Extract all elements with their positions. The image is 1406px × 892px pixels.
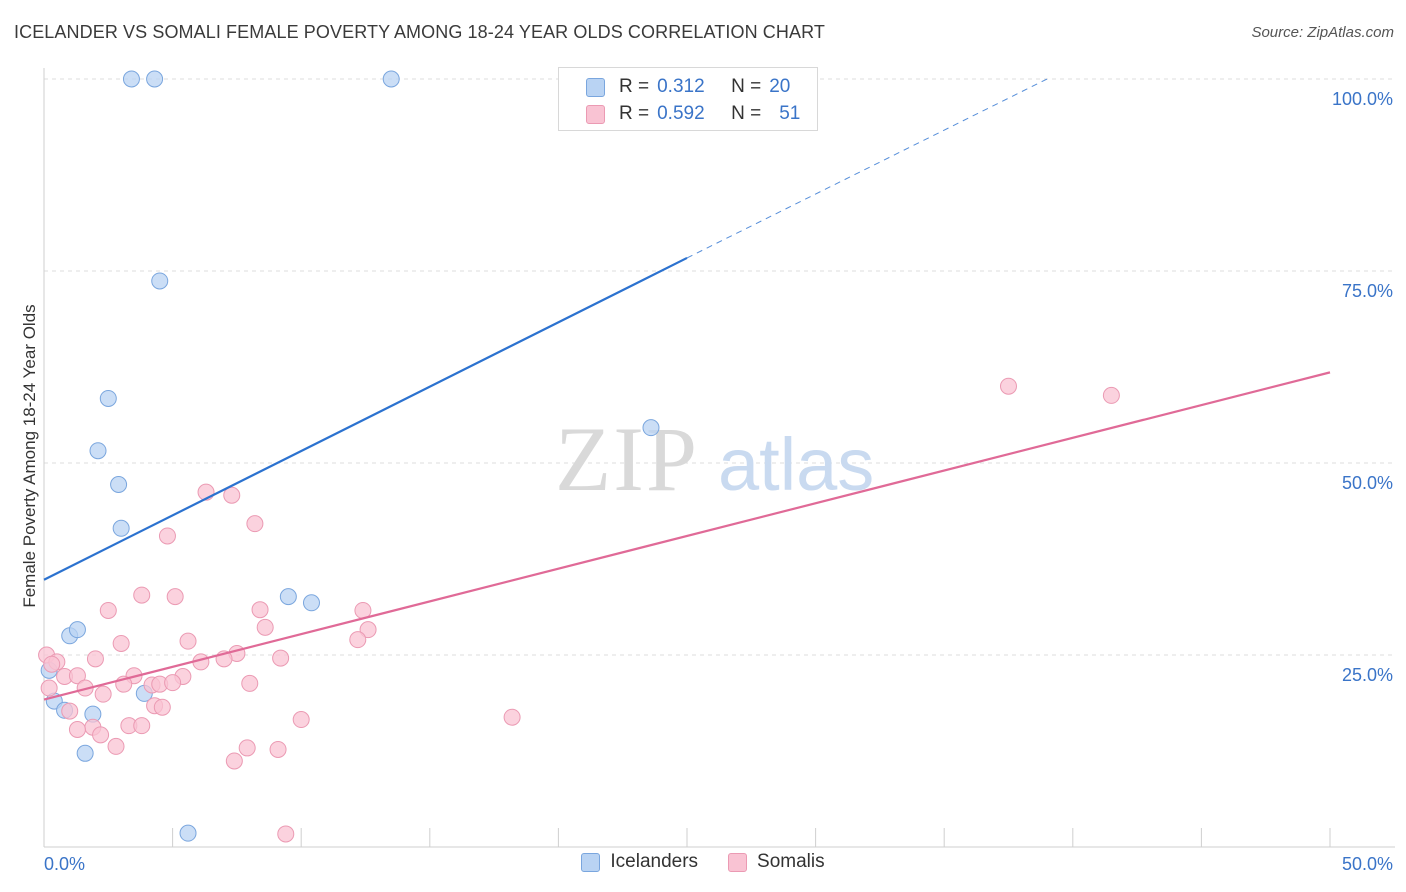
somali-point: [179, 632, 197, 650]
n-value: 51: [779, 103, 801, 124]
somali-point: [164, 674, 182, 692]
somali-point: [133, 586, 151, 604]
source-label: Source: ZipAtlas.com: [1251, 24, 1394, 41]
icelander-point: [179, 824, 197, 842]
somali-point: [272, 649, 290, 667]
icelander-point: [642, 419, 660, 437]
icelander-point: [89, 442, 107, 460]
legend-item-icelanders[interactable]: Icelanders: [581, 851, 698, 873]
somali-point: [359, 621, 377, 639]
somali-point: [43, 655, 61, 673]
somali-point: [40, 679, 58, 697]
icelander-point: [76, 744, 94, 762]
n-value: 20: [769, 76, 791, 97]
icelanders-swatch: [586, 77, 605, 97]
n-label: N =: [731, 103, 762, 124]
trend-lines: [43, 78, 1331, 701]
somali-point: [349, 631, 367, 649]
somali-point: [225, 752, 243, 770]
somali-point: [503, 708, 521, 726]
somali-point: [1102, 386, 1120, 404]
somali-point: [61, 702, 79, 720]
icelander-point: [122, 70, 140, 88]
somali-point: [158, 527, 176, 545]
legend-label-somalis: Somalis: [757, 851, 825, 872]
y-tick-label: 25.0%: [1342, 665, 1393, 685]
x-tick-label: 50.0%: [1342, 854, 1393, 874]
somali-point: [153, 698, 171, 716]
legend-label-icelanders: Icelanders: [610, 851, 699, 872]
somali-point: [269, 740, 287, 758]
somalis-swatch: [586, 104, 605, 124]
somali-point: [86, 650, 104, 668]
n-label: N =: [731, 76, 762, 97]
somali-point: [99, 601, 117, 619]
tick-labels: 25.0% 50.0% 75.0% 100.0% 0.0% 50.0%: [44, 89, 1393, 874]
somalis-swatch: [728, 852, 748, 872]
watermark-atlas: atlas: [718, 423, 874, 506]
icelander-point: [279, 588, 297, 606]
legend-row-somalis: R = 0.592 N = 51: [559, 101, 800, 127]
watermark-zip: ZIP: [555, 408, 699, 510]
somali-point: [68, 667, 86, 685]
correlation-legend: R = 0.312 N = 20 R = 0.592 N = 51: [558, 67, 818, 131]
icelander-point: [382, 70, 400, 88]
somali-point: [241, 674, 259, 692]
y-tick-label: 75.0%: [1342, 281, 1393, 301]
y-tick-label: 100.0%: [1332, 89, 1393, 109]
r-value: 0.592: [657, 103, 705, 124]
gridlines: [44, 78, 1395, 656]
somali-point: [246, 515, 264, 533]
somali-point: [251, 601, 269, 619]
icelanders-trend-extension: [686, 78, 1048, 259]
legend-item-somalis[interactable]: Somalis: [728, 851, 825, 873]
somali-point: [238, 739, 256, 757]
axes: [43, 68, 1395, 848]
somali-point: [1000, 377, 1017, 395]
icelander-point: [302, 594, 320, 612]
x-tick-label: 0.0%: [44, 854, 85, 874]
icelander-point: [99, 389, 117, 407]
watermark: ZIP atlas: [555, 408, 874, 510]
icelander-point: [151, 272, 169, 290]
somali-point: [277, 825, 295, 843]
icelanders-trend-line: [43, 256, 688, 581]
somali-point: [292, 711, 310, 729]
legend-row-icelanders: R = 0.312 N = 20: [559, 74, 790, 100]
r-value: 0.312: [657, 76, 705, 97]
somali-point: [107, 737, 125, 755]
chart-title: ICELANDER VS SOMALI FEMALE POVERTY AMONG…: [14, 22, 825, 42]
somali-point: [166, 588, 184, 606]
icelander-point: [146, 70, 164, 88]
somalis-trend-line: [43, 371, 1331, 701]
series-legend: Icelanders Somalis: [0, 851, 1406, 873]
r-label: R =: [619, 103, 650, 124]
somali-point: [223, 486, 241, 504]
somali-point: [68, 720, 86, 738]
icelander-point: [112, 519, 130, 537]
somali-point: [112, 634, 130, 652]
y-tick-label: 50.0%: [1342, 473, 1393, 493]
somali-point: [94, 685, 112, 703]
icelanders-swatch: [581, 852, 601, 872]
somali-point: [92, 726, 110, 744]
icelander-point: [68, 621, 86, 639]
somali-point: [256, 618, 274, 636]
data-points: [38, 70, 1120, 843]
r-label: R =: [619, 76, 650, 97]
icelander-point: [110, 476, 128, 494]
somali-point: [133, 717, 151, 735]
